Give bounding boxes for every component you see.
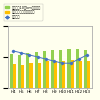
Bar (79, 61, 82, 88)
Bar (34, 52, 38, 88)
Bar (18, 55, 21, 88)
Bar (38, 63, 41, 88)
Bar (13, 64, 16, 88)
Bar (46, 61, 49, 88)
Bar (29, 63, 32, 88)
Bar (84, 50, 87, 88)
Bar (62, 61, 66, 88)
Legend: 全道路（10万km・少度）, 有料道路（少度・少度）, 油価指数: 全道路（10万km・少度）, 有料道路（少度・少度）, 油価指数 (4, 4, 43, 21)
Bar (43, 51, 46, 88)
Bar (71, 60, 74, 88)
Bar (21, 65, 24, 88)
Bar (87, 61, 90, 88)
Bar (54, 61, 57, 88)
Bar (68, 49, 71, 88)
Bar (10, 54, 13, 88)
Bar (26, 53, 29, 88)
Bar (59, 50, 62, 88)
Bar (76, 49, 79, 88)
Bar (51, 50, 54, 88)
